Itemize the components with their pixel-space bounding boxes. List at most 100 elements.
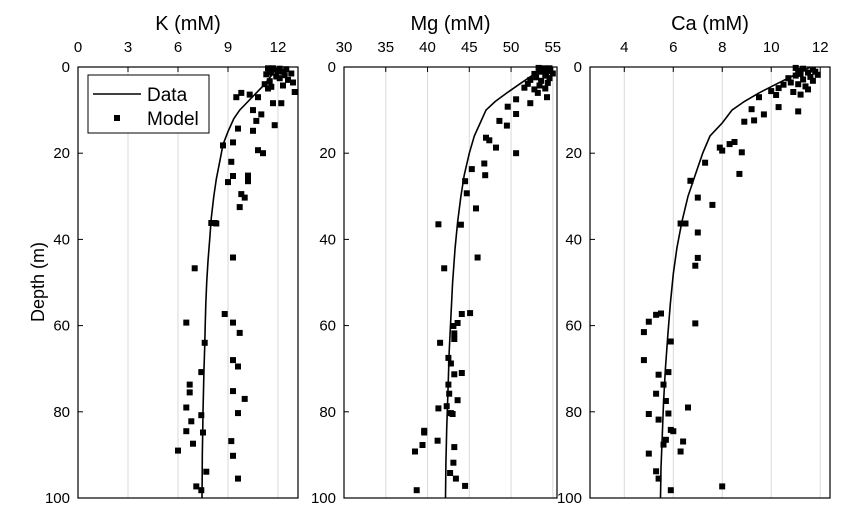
data-point <box>549 70 556 77</box>
panel-title-k: K (mM) <box>155 13 221 35</box>
data-point <box>775 85 782 92</box>
data-point <box>667 487 674 494</box>
panel-title-ca: Ca (mM) <box>671 13 749 35</box>
x-tick-label: 40 <box>419 39 436 56</box>
series-line <box>444 66 545 499</box>
data-point <box>493 144 499 151</box>
x-tick-label: 50 <box>503 39 520 56</box>
data-point <box>483 134 489 141</box>
data-point <box>413 487 420 494</box>
data-point <box>235 125 241 132</box>
y-tick-label: 80 <box>319 404 336 421</box>
data-point <box>694 254 701 261</box>
y-tick-label: 40 <box>53 231 70 248</box>
data-point <box>544 94 550 101</box>
x-tick-label: 30 <box>336 39 353 56</box>
x-tick-label: 9 <box>224 39 232 56</box>
data-point <box>645 411 652 417</box>
data-point <box>421 429 428 436</box>
data-point <box>250 107 256 114</box>
data-point <box>503 122 510 129</box>
x-tick-label: 0 <box>74 39 82 56</box>
x-tick-label: 12 <box>812 39 829 56</box>
data-point <box>457 221 464 228</box>
data-point <box>435 221 442 228</box>
data-point <box>255 147 261 154</box>
data-point <box>276 75 283 82</box>
plot-frame <box>589 66 831 499</box>
data-point <box>655 416 662 423</box>
data-point <box>270 65 276 72</box>
y-axis-label: Depth (m) <box>28 242 48 322</box>
data-point <box>660 441 667 448</box>
series-line <box>201 66 279 499</box>
x-tick-label: 55 <box>544 39 561 56</box>
data-point <box>653 311 660 318</box>
data-point <box>468 166 475 173</box>
data-point <box>250 127 256 134</box>
y-tick-label: 100 <box>311 490 336 507</box>
data-point <box>445 381 452 388</box>
data-point <box>265 85 271 92</box>
data-point <box>183 319 190 326</box>
x-tick-label: 6 <box>669 39 677 56</box>
series-line <box>659 66 811 499</box>
data-point <box>258 111 265 118</box>
data-point <box>542 72 549 79</box>
data-point <box>640 357 647 364</box>
data-point <box>736 170 743 177</box>
data-point <box>534 89 541 96</box>
x-tick-label: 4 <box>620 39 628 56</box>
data-point <box>680 438 687 445</box>
data-point <box>467 310 474 317</box>
data-point <box>660 381 667 388</box>
data-point <box>270 100 276 107</box>
data-point <box>531 70 538 77</box>
data-point <box>748 106 755 113</box>
data-point <box>281 72 288 79</box>
data-point <box>785 75 792 82</box>
data-point <box>230 357 236 364</box>
data-point <box>183 404 190 411</box>
data-point <box>246 91 253 98</box>
data-point <box>677 220 684 227</box>
data-point <box>190 440 196 447</box>
data-point <box>513 96 520 103</box>
x-tick-label: 6 <box>174 39 182 56</box>
data-point <box>462 482 469 489</box>
data-point <box>726 141 733 148</box>
y-tick-label: 20 <box>319 145 336 162</box>
data-point <box>236 329 243 336</box>
data-point <box>653 468 660 475</box>
data-point <box>288 70 295 77</box>
data-point <box>685 404 691 411</box>
data-point <box>245 178 251 185</box>
data-point <box>230 254 236 261</box>
plot-frame <box>343 66 558 499</box>
data-point <box>275 68 281 75</box>
legend-label-line: Data <box>147 85 188 106</box>
data-point <box>521 84 528 91</box>
data-point <box>278 100 285 107</box>
y-tick-label: 60 <box>319 318 336 335</box>
data-point <box>473 205 479 212</box>
data-point <box>446 390 453 397</box>
data-point <box>213 220 220 227</box>
data-point <box>241 194 248 201</box>
data-point <box>692 320 699 327</box>
x-tick-label: 10 <box>763 39 780 56</box>
y-tick-label: 60 <box>53 318 70 335</box>
data-point <box>271 122 278 129</box>
data-point <box>225 179 231 186</box>
data-point <box>677 448 684 455</box>
y-tick-label: 0 <box>328 59 336 76</box>
data-point <box>434 437 441 444</box>
data-point <box>741 118 748 125</box>
data-point <box>235 475 241 482</box>
data-point <box>768 88 775 95</box>
data-point <box>775 104 782 111</box>
data-point <box>655 371 662 378</box>
data-point <box>645 450 652 457</box>
data-point <box>452 475 459 482</box>
data-point <box>482 172 489 179</box>
